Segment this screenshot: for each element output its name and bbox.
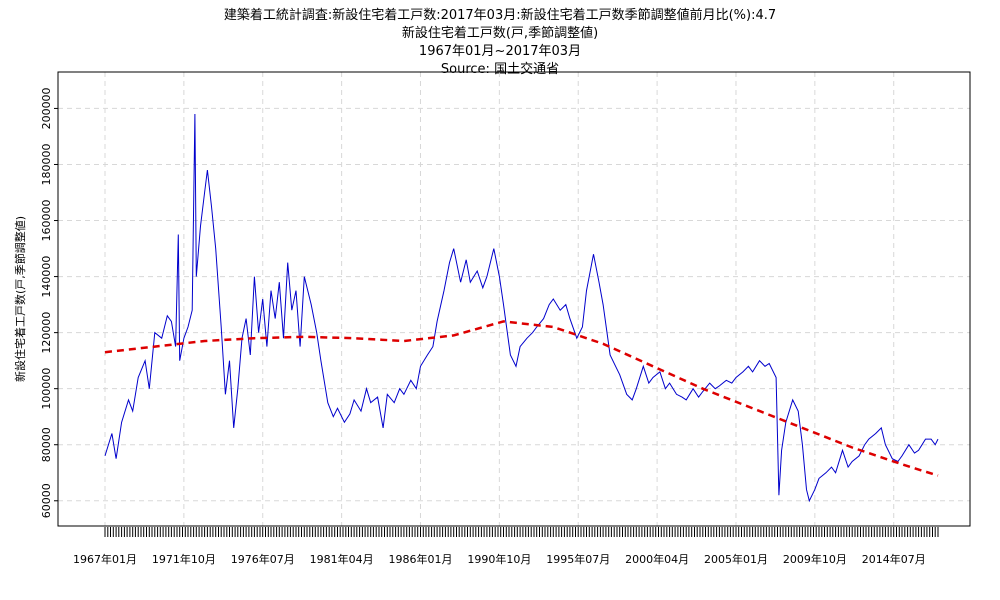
y-tick-label: 180000: [40, 143, 53, 185]
series-group: [104, 113, 939, 503]
y-axis: 60000 80000 100000 120000 140000 160000 180000…: [40, 87, 58, 518]
grid-lines: [58, 72, 970, 526]
trend-line: [104, 320, 939, 477]
x-tick-label: 2005年01月: [704, 552, 768, 566]
y-tick-label: 160000: [40, 200, 53, 242]
y-tick-label: 200000: [40, 87, 53, 129]
y-axis-label: 新設住宅着工戸数(戸,季節調整値): [13, 216, 27, 382]
plot-frame: [57, 71, 971, 527]
chart-subtitle: 新設住宅着工戸数(戸,季節調整値): [401, 26, 599, 41]
data-line: [104, 113, 939, 503]
y-tick-label: 100000: [40, 368, 53, 410]
x-tick-label: 1967年01月: [73, 552, 137, 566]
x-tick-label: 1986年01月: [388, 552, 452, 566]
x-axis: 1967年01月 1971年10月 1976年07月 1981年04月 1986年01月…: [73, 527, 939, 566]
x-tick-label: 1981年04月: [310, 552, 374, 566]
x-minor-ticks: [104, 527, 939, 537]
chart-period: 1967年01月~2017年03月: [418, 44, 582, 59]
y-tick-label: 80000: [40, 427, 53, 462]
x-tick-label: 2000年04月: [625, 552, 689, 566]
x-tick-label: 1990年10月: [467, 552, 531, 566]
x-tick-label: 1976年07月: [231, 552, 295, 566]
y-tick-label: 120000: [40, 312, 53, 354]
x-tick-label: 1971年10月: [152, 552, 216, 566]
x-tick-label: 1995年07月: [546, 552, 610, 566]
x-tick-label: 2009年10月: [783, 552, 847, 566]
chart-title: 建築着工統計調査:新設住宅着工戸数:2017年03月:新設住宅着工戸数季節調整値…: [223, 8, 777, 23]
x-tick-label: 2014年07月: [862, 552, 926, 566]
y-tick-label: 140000: [40, 256, 53, 298]
y-tick-label: 60000: [40, 483, 53, 518]
chart-source: Source: 国土交通省: [440, 62, 560, 77]
